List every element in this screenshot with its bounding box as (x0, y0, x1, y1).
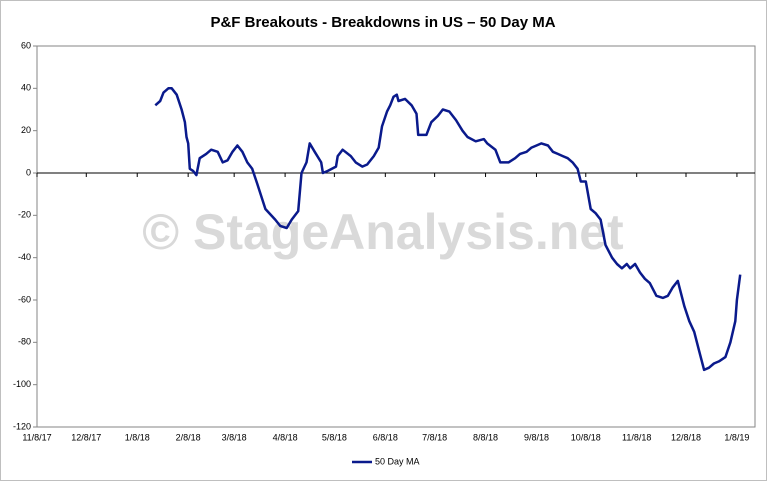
y-tick-label: -60 (18, 294, 31, 304)
x-tick-label: 1/8/18 (125, 432, 150, 442)
chart-title: P&F Breakouts - Breakdowns in US – 50 Da… (210, 14, 555, 31)
x-tick-label: 2/8/18 (176, 432, 201, 442)
legend-label: 50 Day MA (375, 456, 420, 466)
watermark: © StageAnalysis.net (142, 204, 624, 260)
y-tick-label: 20 (21, 125, 31, 135)
x-tick-label: 11/8/18 (622, 432, 651, 442)
y-tick-label: -80 (18, 337, 31, 347)
x-tick-label: 6/8/18 (373, 432, 398, 442)
x-tick-label: 5/8/18 (322, 432, 347, 442)
y-tick-label: 60 (21, 40, 31, 50)
x-tick-label: 10/8/18 (571, 432, 601, 442)
x-tick-label: 12/8/17 (71, 432, 101, 442)
x-tick-label: 12/8/18 (671, 432, 701, 442)
x-tick-label: 4/8/18 (273, 432, 298, 442)
y-tick-label: 0 (26, 167, 31, 177)
x-tick-label: 7/8/18 (422, 432, 447, 442)
y-tick-label: -20 (18, 210, 31, 220)
x-tick-label: 8/8/18 (473, 432, 498, 442)
y-tick-label: -40 (18, 252, 31, 262)
x-tick-label: 1/8/19 (724, 432, 749, 442)
line-series (154, 87, 742, 372)
plot-area (36, 45, 756, 428)
x-tick-label: 9/8/18 (524, 432, 549, 442)
y-tick-label: -100 (13, 379, 31, 389)
x-tick-label: 3/8/18 (222, 432, 247, 442)
y-tick-label: -120 (13, 421, 31, 431)
y-tick-label: 40 (21, 83, 31, 93)
x-tick-label: 11/8/17 (22, 432, 51, 442)
